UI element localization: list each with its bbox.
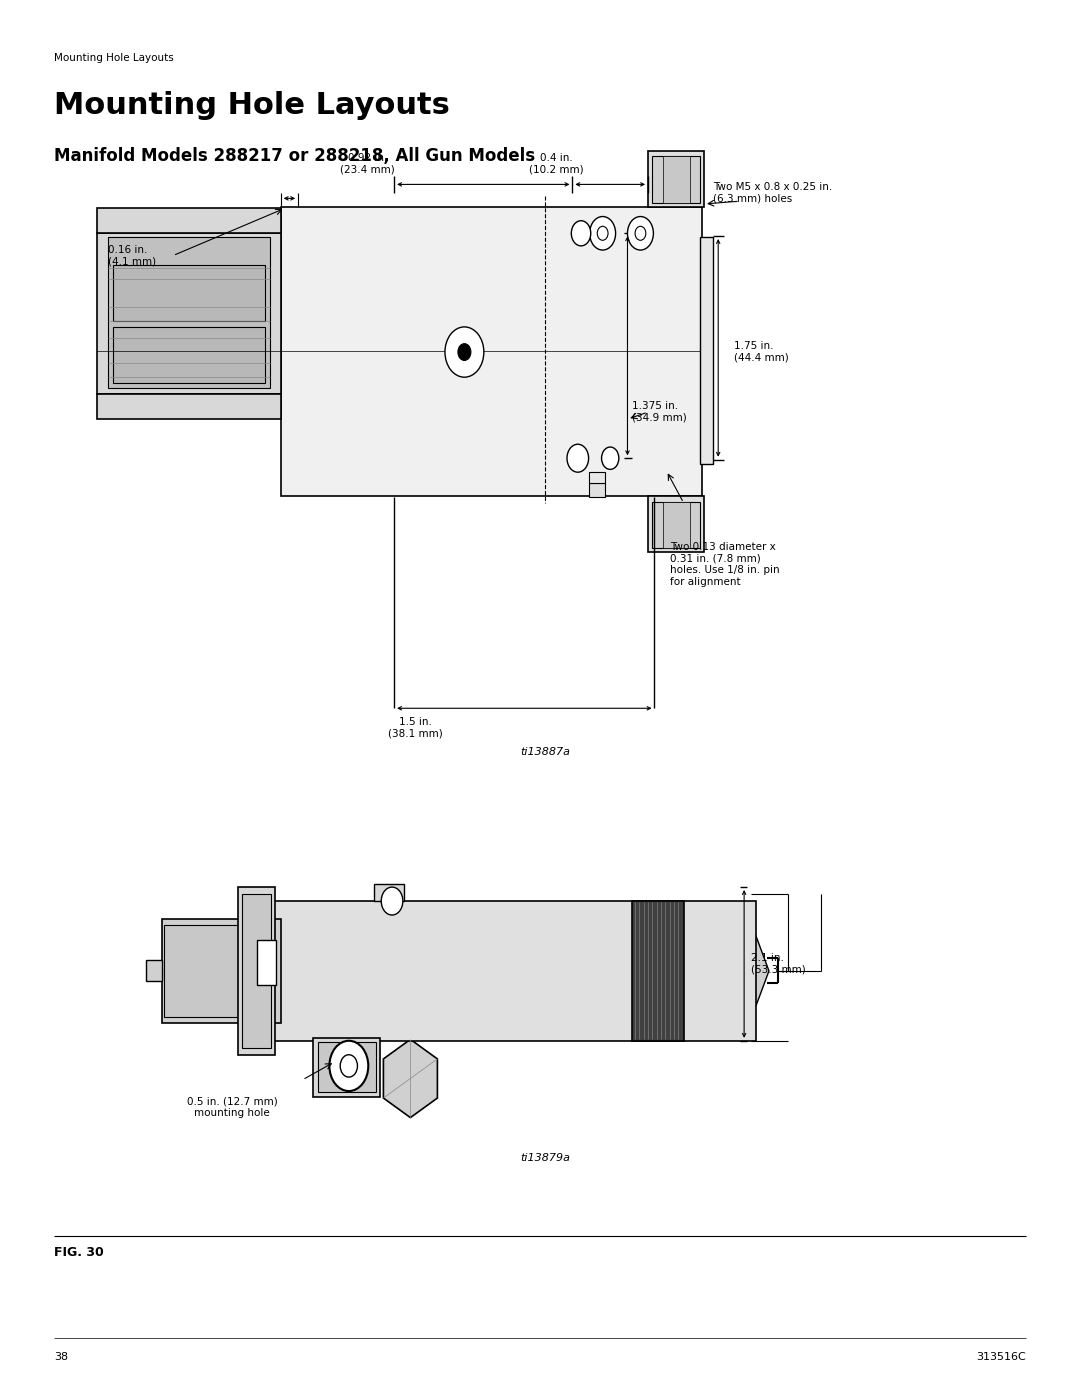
Polygon shape (684, 901, 769, 1041)
Circle shape (329, 1041, 368, 1091)
Bar (652, 156, 700, 203)
Polygon shape (383, 1039, 437, 1118)
Circle shape (567, 444, 589, 472)
Circle shape (635, 226, 646, 240)
Text: Mounting Hole Layouts: Mounting Hole Layouts (54, 91, 450, 120)
Text: ti13879a: ti13879a (521, 1153, 570, 1162)
Text: ti13887a: ti13887a (521, 747, 570, 757)
Bar (663, 156, 690, 203)
Text: 1.375 in.
(34.9 mm): 1.375 in. (34.9 mm) (632, 401, 687, 423)
Bar (164, 925, 274, 1017)
Circle shape (571, 221, 591, 246)
Bar (281, 207, 702, 496)
Bar (700, 237, 713, 464)
Bar (97, 394, 281, 419)
Circle shape (602, 447, 619, 469)
Bar (589, 483, 605, 497)
Text: 0.16 in.
(4.1 mm): 0.16 in. (4.1 mm) (108, 244, 157, 267)
Bar (270, 901, 756, 1041)
Bar (648, 496, 704, 552)
Bar (663, 502, 690, 548)
Circle shape (597, 226, 608, 240)
Circle shape (590, 217, 616, 250)
Bar (113, 265, 265, 321)
Text: 2.1 in.
(53.3 mm): 2.1 in. (53.3 mm) (751, 953, 806, 975)
Text: Two 0.13 diameter x
0.31 in. (7.8 mm)
holes. Use 1/8 in. pin
for alignment: Two 0.13 diameter x 0.31 in. (7.8 mm) ho… (670, 542, 780, 587)
Bar (146, 960, 162, 981)
Text: 0.5 in. (12.7 mm)
mounting hole: 0.5 in. (12.7 mm) mounting hole (187, 1097, 278, 1118)
Bar (313, 1038, 380, 1097)
Bar (652, 502, 700, 548)
Circle shape (445, 327, 484, 377)
Bar (257, 940, 276, 985)
Text: 1.75 in.
(44.4 mm): 1.75 in. (44.4 mm) (734, 341, 789, 363)
Bar (242, 894, 271, 1048)
Bar (162, 919, 281, 1023)
Text: Mounting Hole Layouts: Mounting Hole Layouts (54, 53, 174, 63)
Bar (648, 151, 704, 207)
Text: 0.4 in.
(10.2 mm): 0.4 in. (10.2 mm) (529, 154, 583, 175)
Bar (238, 887, 275, 1055)
Text: Two M5 x 0.8 x 0.25 in.
(6.3 mm) holes: Two M5 x 0.8 x 0.25 in. (6.3 mm) holes (713, 182, 832, 204)
Bar (113, 327, 265, 383)
Text: 1.5 in.
(38.1 mm): 1.5 in. (38.1 mm) (389, 717, 443, 738)
Circle shape (458, 344, 471, 360)
Bar (97, 233, 281, 394)
Text: 38: 38 (54, 1352, 68, 1362)
Bar (374, 884, 404, 901)
Text: 313516C: 313516C (976, 1352, 1026, 1362)
Bar (632, 901, 684, 1041)
Text: 0.92 in.
(23.4 mm): 0.92 in. (23.4 mm) (340, 154, 394, 175)
Bar (318, 1042, 376, 1092)
Bar (108, 237, 270, 388)
Bar (589, 472, 605, 483)
Bar (97, 208, 281, 233)
Text: FIG. 30: FIG. 30 (54, 1246, 104, 1259)
Circle shape (381, 887, 403, 915)
Text: Manifold Models 288217 or 288218, All Gun Models: Manifold Models 288217 or 288218, All Gu… (54, 147, 535, 165)
Circle shape (340, 1055, 357, 1077)
Circle shape (627, 217, 653, 250)
